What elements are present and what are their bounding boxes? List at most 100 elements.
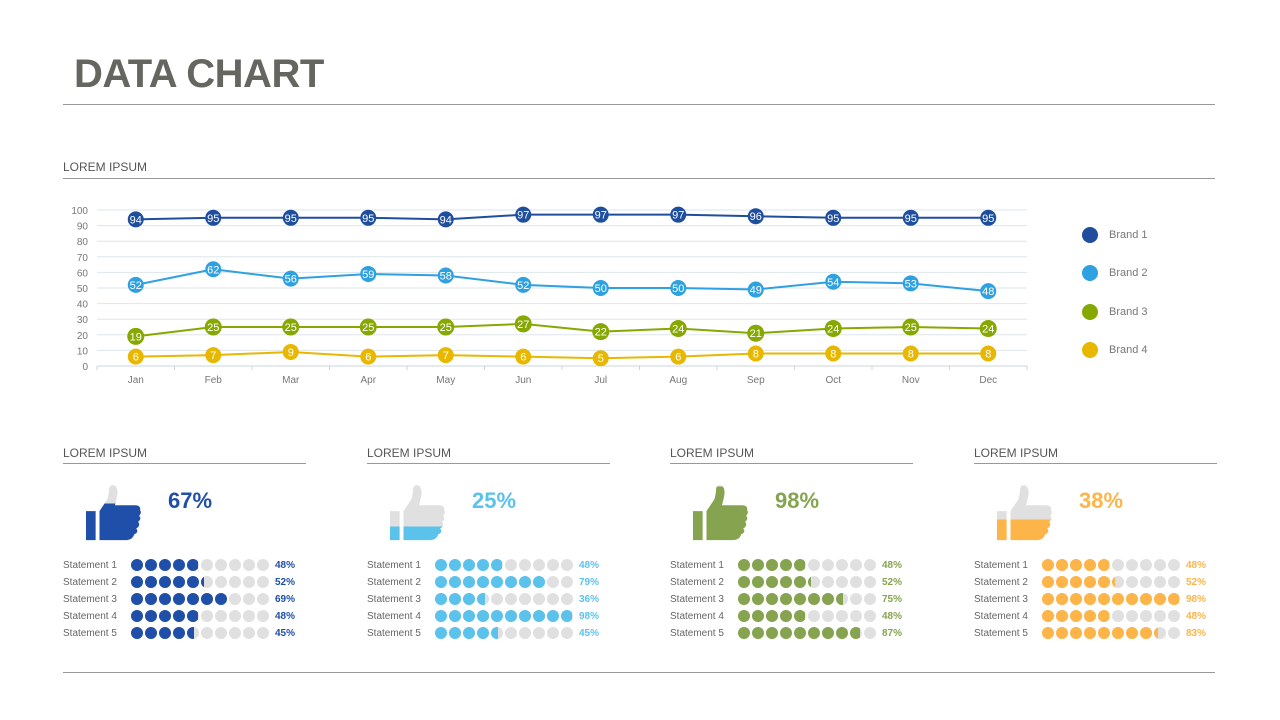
statement-label: Statement 5: [670, 627, 724, 639]
data-point: [979, 320, 997, 338]
data-point: [902, 209, 919, 226]
statement-row: Statement 2 52%: [670, 575, 902, 589]
statement-value: 79%: [579, 576, 600, 588]
data-point: [282, 343, 299, 360]
data-label: 7: [443, 350, 449, 362]
data-point: [360, 209, 377, 226]
data-point: [282, 318, 300, 336]
data-label: 25: [905, 322, 917, 334]
data-point: [592, 206, 609, 223]
data-label: 95: [207, 213, 219, 225]
data-point: [205, 209, 222, 226]
statement-label: Statement 1: [974, 559, 1028, 571]
chart-section-title: LOREM IPSUM: [63, 160, 148, 174]
data-point: [670, 206, 687, 223]
dot-rating: [738, 559, 878, 571]
thumbs-up-icon: [85, 485, 141, 541]
x-tick-label: Jun: [515, 375, 531, 386]
panel-percent: 38%: [1079, 488, 1124, 513]
data-label: 5: [598, 353, 604, 365]
data-point: [825, 273, 842, 290]
data-point: [360, 348, 377, 365]
dot-rating: [738, 593, 878, 605]
x-tick-label: Oct: [825, 375, 841, 386]
dot-rating: [1042, 576, 1182, 588]
data-label: 94: [440, 214, 452, 226]
x-tick-label: Jan: [128, 375, 144, 386]
panel-divider: [974, 463, 1217, 464]
statement-value: 45%: [579, 627, 600, 639]
data-point: [825, 209, 842, 226]
data-point: [515, 276, 532, 293]
statement-row: Statement 5 45%: [367, 626, 599, 640]
data-label: 97: [517, 210, 529, 222]
dot-rating: [131, 559, 271, 571]
y-tick-label: 0: [82, 362, 88, 373]
data-label: 8: [985, 349, 991, 361]
legend-swatch: [1082, 341, 1098, 358]
panel-divider: [670, 463, 913, 464]
statement-value: 48%: [1186, 559, 1207, 571]
statement-label: Statement 3: [367, 593, 421, 605]
panel: LOREM IPSUM 38% Statement 1 48% Statement 2 5…: [974, 440, 1218, 640]
data-label: 58: [440, 271, 452, 283]
data-point: [747, 208, 764, 225]
data-point: [515, 206, 532, 223]
data-label: 25: [362, 322, 374, 334]
data-label: 52: [130, 280, 142, 292]
data-label: 24: [982, 324, 994, 336]
legend-label: Brand 1: [1109, 229, 1148, 241]
data-label: 49: [750, 285, 762, 297]
data-point: [669, 320, 687, 338]
statement-label: Statement 5: [63, 627, 117, 639]
data-point: [515, 348, 532, 365]
series-line: [135, 213, 989, 221]
data-label: 25: [207, 322, 219, 334]
data-label: 27: [517, 319, 529, 331]
data-point: [592, 350, 609, 367]
statement-value: 69%: [275, 593, 296, 605]
data-point: [747, 345, 764, 362]
data-label: 56: [285, 274, 297, 286]
statement-value: 52%: [275, 576, 296, 588]
title-divider: [63, 104, 1215, 105]
dot-rating: [1042, 610, 1182, 622]
dot-rating: [1042, 627, 1182, 639]
data-point: [127, 348, 144, 365]
statement-row: Statement 3 69%: [63, 592, 295, 606]
statement-label: Statement 1: [367, 559, 421, 571]
data-label: 8: [908, 349, 914, 361]
dot-rating: [131, 610, 271, 622]
data-point: [592, 280, 609, 296]
statement-row: Statement 2 79%: [367, 575, 599, 589]
dot-rating: [435, 576, 575, 588]
data-label: 59: [362, 269, 374, 281]
legend-item: Brand 1: [1082, 227, 1148, 243]
statement-value: 48%: [275, 559, 296, 571]
statement-row: Statement 4 48%: [670, 609, 902, 623]
statement-label: Statement 5: [974, 627, 1028, 639]
data-label: 52: [517, 280, 529, 292]
y-tick-label: 60: [77, 268, 89, 279]
statement-label: Statement 1: [63, 559, 117, 571]
footer-divider: [63, 672, 1215, 673]
statement-value: 36%: [579, 593, 600, 605]
statement-label: Statement 4: [974, 610, 1028, 622]
data-label: 6: [365, 352, 371, 364]
dot-rating: [738, 627, 878, 639]
data-point: [980, 283, 997, 300]
statement-label: Statement 2: [974, 576, 1028, 588]
data-label: 6: [675, 352, 681, 364]
statement-row: Statement 1 48%: [974, 558, 1206, 572]
legend-label: Brand 2: [1109, 267, 1148, 280]
data-point: [747, 324, 765, 342]
statement-label: Statement 4: [63, 610, 117, 622]
statement-row: Statement 4 98%: [367, 609, 599, 623]
thumbs-up-icon: [389, 485, 445, 541]
y-tick-label: 20: [77, 331, 89, 342]
data-point: [514, 315, 532, 333]
x-tick-label: Jul: [594, 375, 607, 386]
panel-title: LOREM IPSUM: [974, 446, 1059, 460]
panel: LOREM IPSUM 67% Statement 1 48% Statement 2 5…: [63, 440, 307, 640]
thumbs-up-icon: [996, 485, 1052, 541]
